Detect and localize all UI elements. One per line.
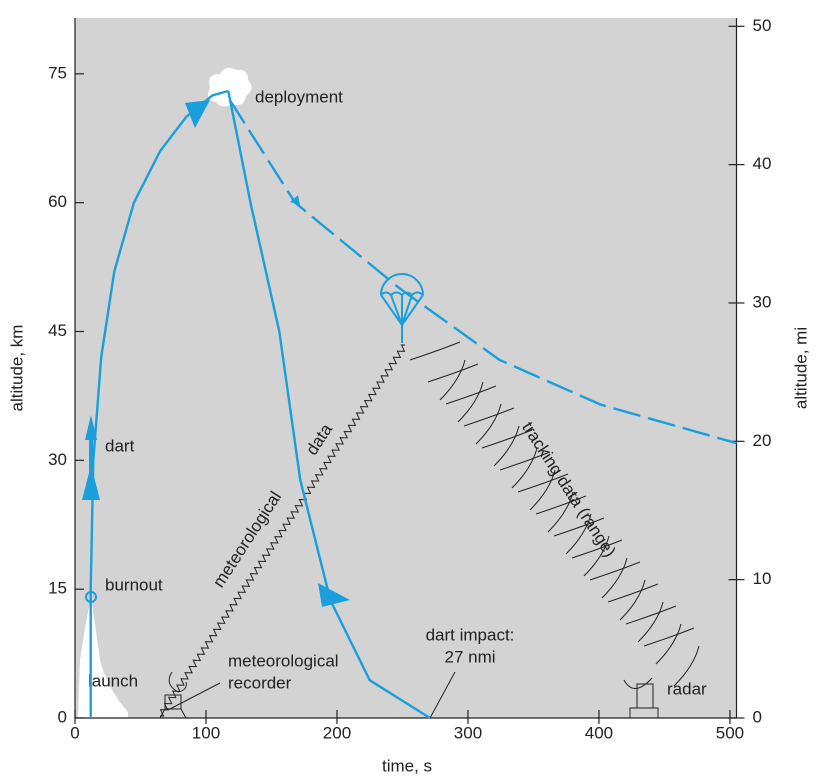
y-tick-label: 60 bbox=[48, 192, 67, 211]
x-tick-label: 100 bbox=[192, 723, 220, 742]
annotation: launch bbox=[88, 671, 138, 690]
x-tick-label: 500 bbox=[716, 723, 744, 742]
y2-tick-label: 40 bbox=[753, 154, 772, 173]
annotation: recorder bbox=[228, 673, 292, 692]
y-tick-label: 30 bbox=[48, 450, 67, 469]
x-axis-label: time, s bbox=[382, 756, 432, 775]
y2-tick-label: 10 bbox=[753, 569, 772, 588]
y2-axis-label: altitude, mi bbox=[791, 327, 810, 409]
y-tick-label: 15 bbox=[48, 579, 67, 598]
x-tick-label: 400 bbox=[585, 723, 613, 742]
y-axis-label: altitude, km bbox=[7, 325, 26, 412]
x-tick-label: 300 bbox=[454, 723, 482, 742]
y2-tick-label: 0 bbox=[753, 707, 762, 726]
annotation: deployment bbox=[255, 87, 343, 106]
y-tick-label: 75 bbox=[48, 63, 67, 82]
annotation: burnout bbox=[105, 575, 163, 594]
y-tick-label: 45 bbox=[48, 321, 67, 340]
x-tick-label: 0 bbox=[70, 723, 79, 742]
annotation: dart impact: bbox=[426, 625, 515, 644]
y2-tick-label: 30 bbox=[753, 292, 772, 311]
annotation: dart bbox=[105, 436, 135, 455]
y2-tick-label: 50 bbox=[753, 16, 772, 35]
chart: deployment dart burnout launch meteorolo… bbox=[0, 0, 820, 777]
annotation: radar bbox=[667, 679, 707, 698]
x-tick-label: 200 bbox=[323, 723, 351, 742]
y2-tick-label: 20 bbox=[753, 431, 772, 450]
y-tick-label: 0 bbox=[58, 707, 67, 726]
annotation: meteorological bbox=[228, 651, 339, 670]
annotation: 27 nmi bbox=[444, 647, 495, 666]
plot-background bbox=[75, 18, 737, 718]
